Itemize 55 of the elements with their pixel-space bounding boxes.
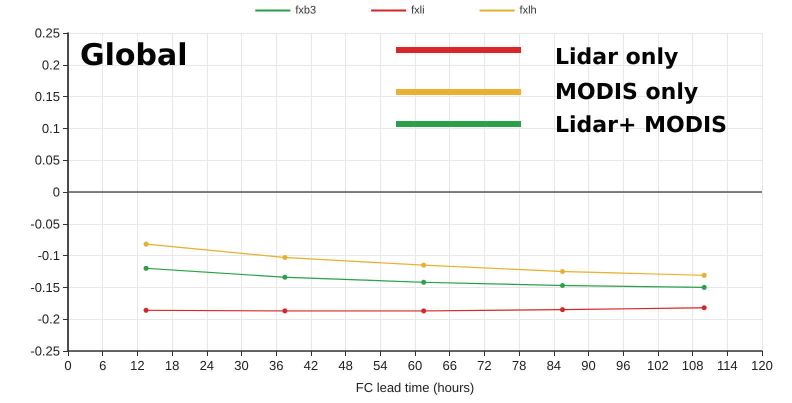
point (702, 272, 707, 278)
x-tick-label: 78 (512, 358, 526, 373)
annotation: MODIS only (555, 80, 698, 105)
y-tick-label: -0.15 (30, 280, 60, 295)
x-tick-label: 6 (99, 358, 106, 373)
point (702, 284, 707, 290)
annotation: Global (80, 38, 188, 73)
y-tick-label: -0.05 (30, 216, 60, 232)
y-tick-label: 0.15 (34, 89, 60, 104)
y-tick-label: -0.2 (38, 312, 60, 327)
x-tick-label: 54 (373, 358, 388, 373)
point (560, 269, 565, 274)
x-tick-label: 114 (716, 358, 738, 373)
legend-label: fxb3 (295, 4, 316, 16)
x-tick-label: 84 (546, 358, 562, 373)
point (144, 266, 149, 271)
x-tick-label: 108 (682, 358, 704, 373)
y-tick-label: -0.1 (38, 248, 60, 264)
point (560, 282, 565, 288)
x-axis-title: FC lead time (hours) (356, 380, 474, 395)
point (144, 308, 149, 313)
x-tick-label: 60 (408, 358, 422, 373)
point (421, 262, 426, 268)
point (282, 308, 288, 314)
point (421, 308, 426, 314)
annotation: Lidar only (555, 45, 678, 70)
x-tick-label: 90 (581, 358, 596, 373)
x-tick-label: 66 (442, 358, 457, 373)
legend-label: fxli (411, 4, 425, 16)
y-tick-label: 0 (52, 184, 60, 200)
point (560, 307, 565, 312)
x-tick-label: 24 (200, 358, 214, 373)
point (702, 305, 707, 310)
x-tick-label: 36 (268, 358, 284, 373)
x-tick-label: 12 (130, 358, 145, 373)
x-tick-label: 42 (304, 358, 318, 373)
y-tick-label: -0.25 (30, 344, 60, 358)
point (144, 242, 149, 247)
x-tick-label: 120 (751, 358, 773, 373)
annotation: Lidar+ MODIS (555, 113, 727, 138)
x-tick-label: 18 (164, 358, 180, 373)
y-tick-label: 0.2 (42, 57, 60, 72)
point (282, 274, 288, 280)
y-tick-label: 0.1 (42, 120, 60, 136)
x-tick-label: 96 (616, 358, 630, 373)
point (282, 255, 288, 260)
y-tick-label: 0.25 (34, 26, 60, 40)
legend-label: fxlh (520, 4, 537, 16)
point (421, 280, 426, 285)
x-tick-label: 0 (64, 358, 72, 373)
x-tick-label: 72 (477, 358, 492, 373)
x-tick-label: 30 (234, 358, 249, 373)
y-tick-label: 0.05 (34, 152, 60, 168)
x-tick-label: 102 (647, 358, 669, 373)
x-tick-label: 48 (338, 358, 353, 373)
